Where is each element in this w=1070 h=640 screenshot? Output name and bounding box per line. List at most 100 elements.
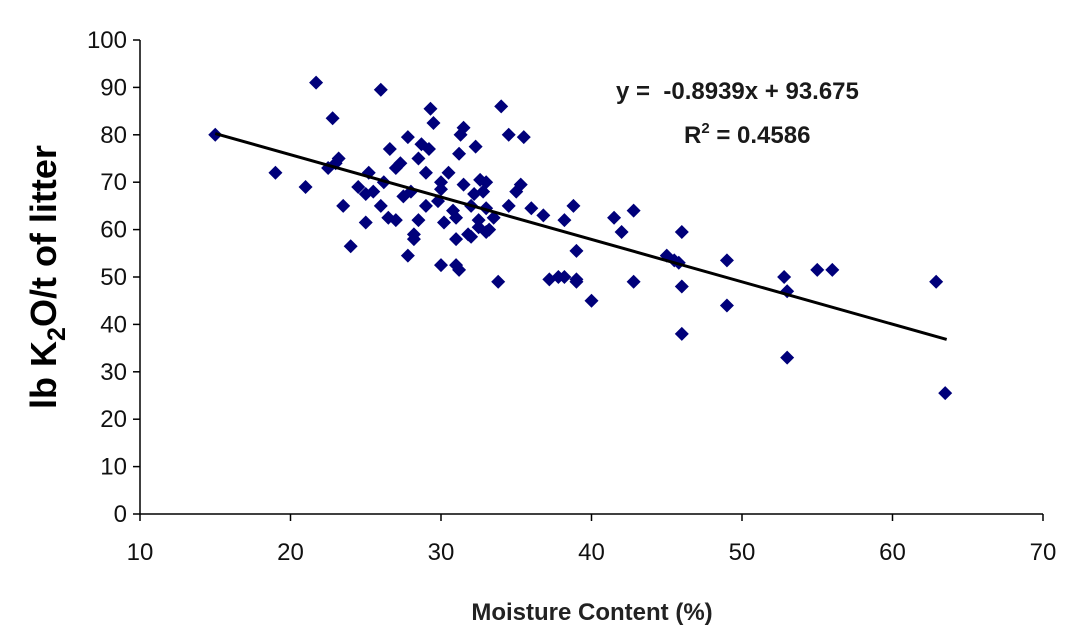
data-point [719,253,734,268]
data-point [929,274,944,289]
y-tick-label: 10 [100,454,127,481]
x-tick-label: 10 [127,539,154,566]
data-point [411,151,426,166]
data-point [482,222,497,237]
y-axis-title-part1: lb K [23,341,64,409]
data-point [780,350,795,365]
data-point [400,248,415,263]
data-point [423,101,438,116]
data-point [513,177,528,192]
x-tick-label: 40 [578,539,605,566]
data-point [536,208,551,223]
data-point [569,243,584,258]
data-point [501,198,516,213]
data-point [388,213,403,228]
data-point [418,198,433,213]
data-point [309,75,324,90]
data-point [810,262,825,277]
data-point [406,232,421,247]
x-tick-label: 20 [277,539,304,566]
y-axis-title-part2: O/t of litter [23,145,64,327]
data-point [268,165,283,180]
data-point [569,274,584,289]
trendline-group [214,132,948,341]
data-point [437,215,452,230]
data-point [456,120,471,135]
data-point [393,156,408,171]
data-point [626,274,641,289]
data-point [614,224,629,239]
data-point [336,198,351,213]
data-point [331,151,346,166]
y-tick-label: 20 [100,406,127,433]
y-tick-label: 80 [100,122,127,149]
x-tick-label: 30 [428,539,455,566]
data-point [452,262,467,277]
data-point [584,293,599,308]
data-point [421,142,436,157]
data-point [468,139,483,154]
data-point [426,115,441,130]
data-point [418,165,433,180]
trendline [214,132,948,341]
data-point [524,201,539,216]
data-point [456,177,471,192]
data-point [607,210,622,225]
data-point [938,386,953,401]
y-tick-label: 30 [100,359,127,386]
data-point [464,229,479,244]
data-point [626,203,641,218]
data-point [434,258,448,273]
data-point [674,279,689,294]
data-point [298,179,313,194]
r-squared-label: R2 = 0.4586 [684,120,810,149]
data-point [434,175,448,190]
y-axis-title: lb K2O/t of litter [23,145,71,409]
data-point [566,198,581,213]
y-tick-label: 60 [100,217,127,244]
x-tick-label: 70 [1030,539,1057,566]
trendline-equation: y = -0.8939x + 93.675 [616,78,859,105]
data-point [325,111,340,126]
y-tick-label: 50 [100,264,127,291]
x-axis: 10 20 30 40 50 60 70 [127,514,1057,566]
data-point [825,262,840,277]
data-point [491,274,506,289]
plot-area [139,40,1043,515]
data-point [358,215,373,230]
y-axis: 0 10 20 30 40 50 60 70 80 90 100 [87,27,140,528]
x-tick-label: 50 [729,539,756,566]
y-tick-label: 40 [100,311,127,338]
r-squared-r: R [684,122,701,149]
data-point [343,239,358,254]
data-point [452,146,467,161]
data-point [777,270,792,284]
data-point [501,127,516,142]
y-axis-title-subscript: 2 [43,327,71,341]
y-tick-label: 90 [100,74,127,101]
data-point [494,99,509,114]
data-point [411,213,426,228]
data-point [434,182,448,197]
data-point [373,82,388,97]
data-point [373,198,388,213]
data-point [366,184,381,199]
data-point [674,224,689,239]
data-point [449,232,464,247]
data-point [441,165,456,180]
data-point [351,179,366,194]
data-point [400,130,415,145]
y-tick-label: 0 [114,501,127,528]
data-point [557,213,572,228]
data-point [479,175,494,190]
data-point [557,270,572,284]
data-point [516,130,531,145]
data-point [719,298,734,313]
r-squared-value: = 0.4586 [710,122,811,149]
r-squared-exponent: 2 [701,120,709,137]
data-point [382,142,397,157]
data-point [471,213,486,228]
data-point [659,248,674,263]
x-tick-label: 60 [879,539,906,566]
